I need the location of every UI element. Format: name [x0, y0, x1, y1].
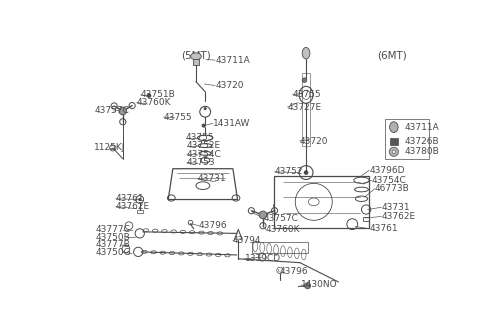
Text: 43794: 43794: [233, 236, 262, 245]
Bar: [137, 210, 143, 213]
Text: 43755: 43755: [186, 133, 215, 142]
Text: 43754C: 43754C: [372, 176, 406, 185]
Circle shape: [202, 124, 205, 127]
Bar: [252, 242, 308, 253]
Text: 43751B: 43751B: [141, 90, 175, 99]
Circle shape: [302, 78, 307, 82]
Text: 43750B: 43750B: [95, 233, 130, 242]
Text: 43796D: 43796D: [369, 166, 405, 175]
Circle shape: [259, 211, 267, 219]
Text: 43720: 43720: [300, 136, 328, 146]
Text: 43731: 43731: [382, 203, 410, 212]
Text: 1339CD: 1339CD: [244, 254, 281, 263]
Text: 43752: 43752: [275, 167, 303, 176]
Text: 46773B: 46773B: [374, 184, 409, 193]
Text: 43731: 43731: [197, 174, 226, 183]
Circle shape: [389, 147, 398, 156]
Text: 43750G: 43750G: [95, 248, 131, 257]
Text: 43777B: 43777B: [95, 240, 130, 250]
Text: 43752E: 43752E: [187, 141, 221, 150]
Text: 43757C: 43757C: [264, 214, 299, 222]
Text: 1431AW: 1431AW: [213, 119, 250, 128]
Text: 43761: 43761: [369, 224, 398, 233]
Ellipse shape: [191, 53, 201, 60]
Circle shape: [119, 107, 127, 115]
Text: 43727E: 43727E: [288, 103, 322, 112]
Circle shape: [138, 198, 141, 201]
Text: 43711A: 43711A: [405, 123, 439, 132]
Text: 43796: 43796: [199, 221, 228, 230]
Text: 1430NO: 1430NO: [301, 280, 338, 290]
Text: 43761: 43761: [116, 194, 144, 203]
Circle shape: [147, 93, 151, 98]
Bar: [302, 73, 310, 146]
Text: 43711A: 43711A: [215, 56, 250, 65]
Ellipse shape: [390, 122, 398, 133]
Bar: [390, 138, 398, 145]
Bar: [363, 217, 369, 221]
Bar: [384, 119, 429, 159]
Text: 43757C: 43757C: [94, 106, 129, 115]
Circle shape: [304, 170, 308, 175]
Text: 43762E: 43762E: [382, 212, 416, 221]
Text: 43777C: 43777C: [95, 225, 130, 234]
Text: (5MT): (5MT): [181, 50, 211, 60]
Text: 43755: 43755: [292, 90, 321, 99]
Text: 43720: 43720: [215, 81, 244, 90]
Text: 43726B: 43726B: [405, 136, 439, 146]
Text: (6MT): (6MT): [377, 50, 407, 60]
Bar: [193, 59, 199, 65]
Text: 43762E: 43762E: [116, 202, 150, 211]
Text: 43754C: 43754C: [187, 150, 221, 159]
Ellipse shape: [302, 48, 310, 59]
Text: 43760K: 43760K: [137, 98, 171, 107]
Text: 43780B: 43780B: [405, 147, 439, 156]
Text: 43755: 43755: [164, 113, 192, 122]
Text: 43796: 43796: [279, 267, 308, 277]
Text: 1125KJ: 1125KJ: [94, 143, 126, 153]
Circle shape: [392, 150, 396, 153]
Circle shape: [304, 283, 311, 289]
Text: 43760K: 43760K: [266, 225, 300, 234]
Circle shape: [204, 107, 207, 110]
Text: 43753: 43753: [187, 158, 216, 167]
